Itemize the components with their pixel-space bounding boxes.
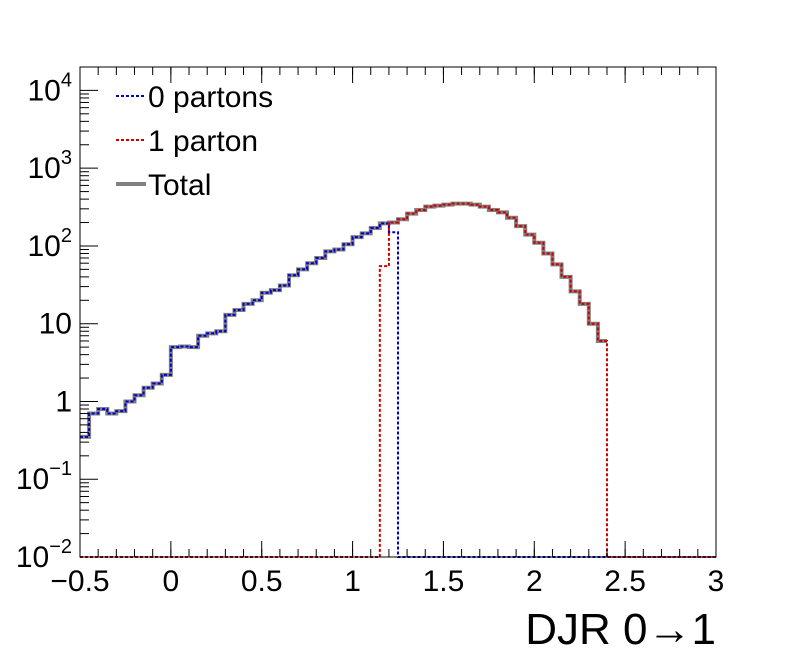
legend: 0 partons 1 parton Total bbox=[116, 81, 273, 202]
x-axis-label: DJR 0→1 bbox=[525, 605, 716, 654]
legend-label-0-partons: 0 partons bbox=[148, 81, 273, 114]
y-tick-label: 10−1 bbox=[16, 458, 72, 496]
x-tick-label: 2.5 bbox=[604, 565, 646, 598]
x-tick-label: 0 bbox=[163, 565, 180, 598]
axes: −0.5 0 0.5 1 1.5 2 2.5 3 10−2 10−1 1 10 102 103 104 bbox=[16, 66, 725, 598]
x-tick-label: −0.5 bbox=[50, 565, 109, 598]
legend-label-total: Total bbox=[148, 169, 211, 202]
x-tick-label: 3 bbox=[708, 565, 725, 598]
legend-label-1-parton: 1 parton bbox=[148, 125, 258, 158]
x-tick-label: 2 bbox=[526, 565, 543, 598]
y-tick-label: 1 bbox=[55, 385, 72, 418]
x-tick-label: 1.5 bbox=[423, 565, 465, 598]
x-tick-label: 1 bbox=[344, 565, 361, 598]
y-tick-label: 10−2 bbox=[16, 536, 72, 574]
y-tick-label: 103 bbox=[28, 147, 73, 185]
x-tick-label: 0.5 bbox=[241, 565, 283, 598]
plot-frame bbox=[79, 66, 717, 558]
y-tick-label: 104 bbox=[28, 69, 73, 107]
series-0-partons-line bbox=[80, 222, 716, 558]
y-tick-label: 10 bbox=[39, 308, 72, 341]
y-tick-label: 102 bbox=[28, 225, 73, 263]
